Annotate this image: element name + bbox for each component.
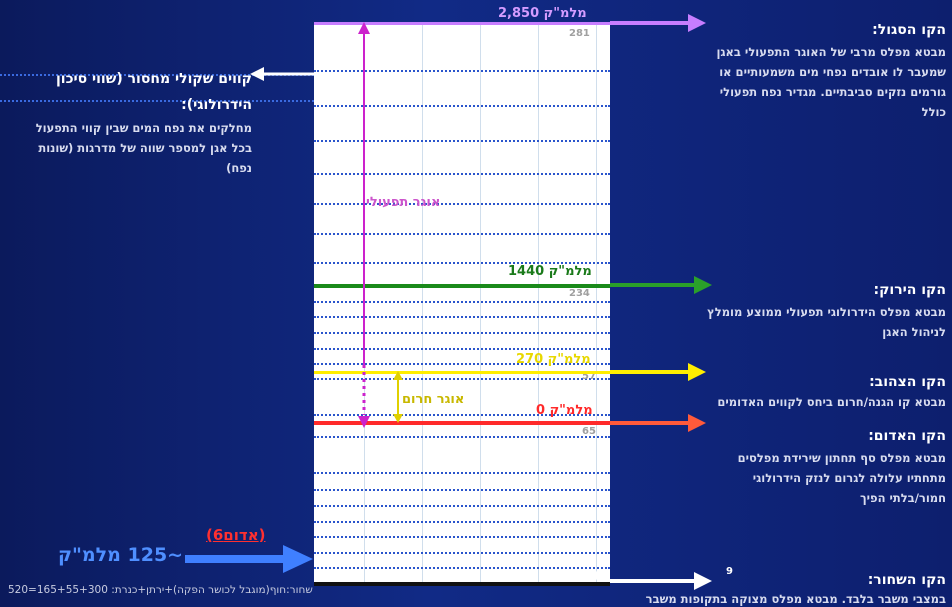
equal-risk-line: [314, 536, 610, 538]
reserve-storage-label: אוגר חרום: [402, 392, 465, 407]
equal-risk-line: [314, 203, 610, 205]
equal-risk-line: [314, 316, 610, 318]
red-description: הקו האדום: מבטא מפלס סף תחתון שירידת מפל…: [696, 428, 946, 508]
equal-risk-line: [314, 436, 610, 438]
black-body: במצבי משבר בלבד. מבטא מפלס מצוקה בתקופות…: [645, 592, 946, 606]
green-body: מבטא מפלס הידרולוגי תפעולי ממוצע מומלץ ל…: [707, 305, 946, 339]
red6-label: (אדום6): [206, 526, 266, 544]
equal-risk-line: [314, 505, 610, 507]
page-number: 9: [726, 566, 733, 577]
equal-risk-pointer-arrow: [250, 67, 316, 81]
equal-risk-line: [314, 233, 610, 235]
yellow-pointer-arrow: [610, 363, 706, 381]
footer-note: שחור:חוף(מוגבל לכושר הפקה)+ירתן+כנרת: 16…: [8, 584, 313, 596]
green-title: הקו הירוק:: [873, 282, 947, 298]
equal-risk-line: [314, 140, 610, 142]
black-value-label: 0: [588, 567, 599, 585]
operational-storage-label: אוגר תפעולי: [366, 195, 441, 210]
purple-pointer-arrow: [610, 14, 706, 32]
black-title: הקו השחור:: [867, 572, 946, 588]
equal-risk-line: [314, 521, 610, 523]
equal-risk-line: [314, 414, 610, 416]
red-title: הקו האדום:: [868, 428, 946, 444]
equal-risk-line-extension: [0, 74, 314, 76]
equal-risk-note-title: קווים שקולי מחסור (שווי סיכון הידרולוגי)…: [55, 71, 252, 113]
red-level-line: [314, 421, 610, 425]
reserve-storage-arrow: [393, 371, 403, 423]
yellow-body: מבטא קו הגנה/חרום ביחס לקווים האדומים: [717, 395, 946, 409]
equal-risk-line: [314, 70, 610, 72]
red-value-label: 0 מלמ"ק: [536, 403, 593, 418]
approx-125-label: ~125 מלמ"ק: [58, 544, 184, 566]
operational-storage-arrow: [358, 22, 370, 428]
red-pointer-arrow: [610, 414, 706, 432]
gray-value-234: 234: [569, 288, 590, 299]
equal-risk-line: [314, 332, 610, 334]
red-body: מבטא מפלס סף תחתון שירידת מפלסים מתחתיו …: [737, 451, 946, 505]
green-pointer-arrow: [610, 276, 712, 294]
equal-risk-line: [314, 489, 610, 491]
equal-risk-line: [314, 262, 610, 264]
purple-description: הקו הסגול: מבטא מפלס מרבי של האוגר התפעו…: [696, 22, 946, 122]
green-value-label: 1440 מלמ"ק: [508, 264, 592, 279]
gray-value-65: 65: [582, 426, 596, 437]
equal-risk-note: קווים שקולי מחסור (שווי סיכון הידרולוגי)…: [6, 66, 252, 178]
black-level-line: [314, 582, 610, 586]
yellow-description: הקו הצהוב: מבטא קו הגנה/חרום ביחס לקווים…: [696, 374, 946, 412]
green-description: הקו הירוק: מבטא מפלס הידרולוגי תפעולי ממ…: [696, 282, 946, 342]
yellow-title: הקו הצהוב:: [869, 374, 946, 390]
black-pointer-arrow: [610, 572, 712, 590]
purple-value-label: 2,850 מלמ"ק: [498, 6, 587, 21]
equal-risk-line: [314, 301, 610, 303]
gray-value-281: 281: [569, 28, 590, 39]
yellow-value-label: 270 מלמ"ק: [516, 352, 591, 367]
green-level-line: [314, 284, 610, 288]
purple-title: הקו הסגול:: [872, 22, 946, 38]
equal-risk-line: [314, 363, 610, 365]
equal-risk-line: [314, 378, 610, 380]
equal-risk-line: [314, 567, 610, 569]
equal-risk-line: [314, 105, 610, 107]
equal-risk-line-extension: [0, 100, 314, 102]
equal-risk-line: [314, 552, 610, 554]
red6-blue-arrow: [185, 545, 313, 573]
equal-risk-line: [314, 348, 610, 350]
gray-value-57: 57: [582, 371, 596, 382]
equal-risk-line: [314, 472, 610, 474]
equal-risk-line: [314, 173, 610, 175]
purple-level-line: [314, 22, 610, 25]
purple-body: מבטא מפלס מרבי של האוגר התפעולי באגן שמע…: [716, 45, 946, 119]
black-description: הקו השחור:: [696, 572, 946, 588]
equal-risk-note-body: מחלקים את נפח המים שבין קווי התפעול בכל …: [35, 121, 252, 175]
yellow-level-line: [314, 371, 610, 374]
